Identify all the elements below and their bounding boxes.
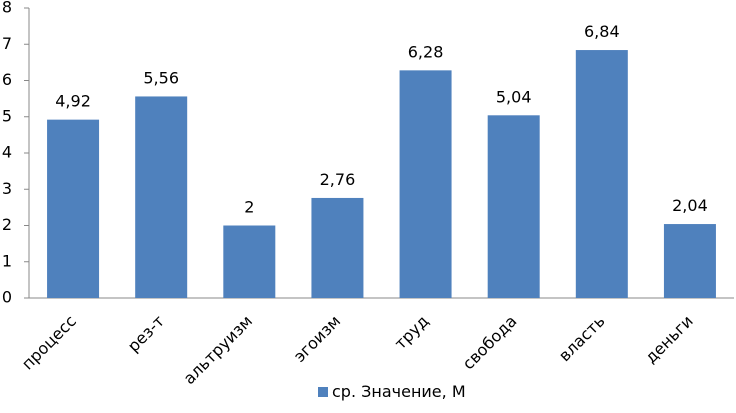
category-label: эгоизм [290, 311, 344, 365]
category-labels: процесс рез-т альтруизм эгоизм труд свобода вл… [18, 311, 697, 388]
bars [47, 50, 716, 299]
data-label: 5,56 [143, 68, 179, 87]
data-label: 6,28 [408, 42, 444, 61]
category-label: деньги [641, 311, 697, 367]
data-label: 2,04 [672, 196, 708, 215]
y-tick-label: 4 [2, 143, 12, 162]
bar [311, 197, 364, 298]
y-tick-label: 2 [2, 215, 12, 234]
bar [399, 70, 452, 298]
y-tick-label: 6 [2, 70, 12, 89]
data-label: 2,76 [320, 170, 356, 189]
legend-swatch [318, 387, 328, 397]
y-tick-label: 1 [2, 251, 12, 270]
y-tick-label: 5 [2, 106, 12, 125]
legend: ср. Значение, М [318, 382, 466, 401]
y-tick-label: 0 [2, 288, 12, 307]
data-label: 6,84 [584, 22, 620, 41]
legend-label: ср. Значение, М [332, 382, 466, 401]
data-label: 5,04 [496, 87, 532, 106]
y-tick-label: 3 [2, 179, 12, 198]
bar [223, 225, 276, 298]
category-label: труд [391, 311, 433, 353]
bar [135, 96, 188, 298]
category-label: рез-т [124, 311, 168, 355]
data-label: 4,92 [55, 92, 91, 111]
y-tick-label: 7 [2, 34, 12, 53]
data-labels: 4,92 5,56 2 2,76 6,28 5,04 6,84 2,04 [55, 22, 708, 216]
category-label: свобода [459, 311, 521, 373]
category-label: альтруизм [179, 311, 256, 388]
data-label: 2 [244, 198, 254, 217]
bar [487, 115, 540, 298]
bar [47, 119, 100, 299]
bar [663, 224, 716, 298]
y-tick-label: 8 [2, 0, 12, 17]
category-label: процесс [18, 311, 80, 373]
category-label: власть [555, 311, 609, 365]
bar [575, 50, 628, 298]
